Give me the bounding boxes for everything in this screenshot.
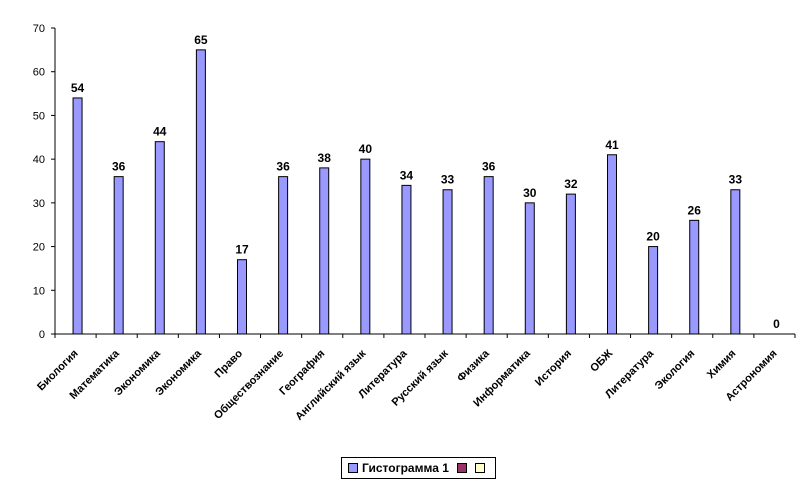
bar: [607, 154, 617, 335]
bar-value-label: 33: [441, 173, 455, 187]
y-tick-label: 10: [33, 285, 45, 297]
x-tick-label: ОБЖ: [588, 348, 615, 375]
bar: [278, 176, 289, 335]
bar: [483, 176, 494, 335]
legend-label-1: Гистограмма 1: [362, 461, 449, 475]
bar: [113, 176, 124, 335]
chart-bars: [72, 49, 741, 335]
bar: [319, 167, 330, 335]
bar-value-label: 38: [318, 151, 332, 165]
legend-swatch-1: [348, 463, 358, 473]
y-tick-label: 40: [33, 154, 45, 166]
bar: [237, 259, 247, 335]
bar-value-label: 36: [112, 160, 126, 174]
x-tick-label: Физика: [455, 347, 492, 384]
y-tick-label: 50: [33, 110, 45, 122]
bar-value-label: 44: [153, 125, 167, 139]
bar: [730, 189, 741, 335]
bar-value-label: 0: [773, 317, 780, 331]
legend-swatch-3: [474, 463, 485, 473]
x-tick-label: Право: [213, 347, 246, 380]
bar-value-label: 54: [71, 81, 85, 95]
bar: [689, 219, 700, 335]
bar-value-label: 20: [646, 230, 660, 244]
bar-value-label: 17: [235, 243, 249, 257]
y-tick-label: 60: [33, 67, 45, 79]
chart-axes: [54, 28, 796, 338]
x-tick-label: Экология: [653, 348, 698, 393]
bar: [565, 193, 576, 335]
bar-value-label: 34: [400, 168, 414, 182]
y-tick-label: 0: [39, 329, 45, 341]
bar: [360, 158, 371, 335]
bar: [195, 49, 206, 335]
bar-value-label: 36: [482, 160, 496, 174]
bar-value-label: 40: [359, 142, 373, 156]
data-labels: 54 36 44 65 17 36 38 40 34 33 36 30 32 41 20 26 33 0: [71, 33, 780, 331]
bar: [401, 184, 412, 335]
bar-value-label: 36: [276, 160, 290, 174]
x-tick-label: Химия: [705, 348, 739, 382]
y-tick-label: 70: [33, 23, 45, 35]
bar-value-label: 41: [605, 138, 619, 152]
chart-legend: Гистограмма 1: [341, 457, 496, 479]
x-tick-label: История: [533, 348, 574, 389]
bar: [72, 97, 83, 335]
bar-value-label: 33: [729, 173, 743, 187]
x-tick-label: Английский язык: [293, 347, 369, 423]
x-tick-label: Обществознание: [212, 348, 286, 422]
y-axis-ticks: 0 10 20 30 40 50 60 70: [33, 23, 55, 341]
y-tick-label: 20: [33, 242, 45, 254]
bar: [648, 246, 659, 335]
bar: [154, 141, 165, 335]
bar-value-label: 65: [194, 33, 208, 47]
bar: [524, 202, 535, 335]
y-tick-label: 30: [33, 198, 45, 210]
bar-value-label: 32: [564, 177, 578, 191]
bar-value-label: 30: [523, 186, 537, 200]
legend-swatch-2: [456, 463, 467, 473]
bar-value-label: 26: [688, 203, 702, 217]
bar: [442, 189, 453, 335]
